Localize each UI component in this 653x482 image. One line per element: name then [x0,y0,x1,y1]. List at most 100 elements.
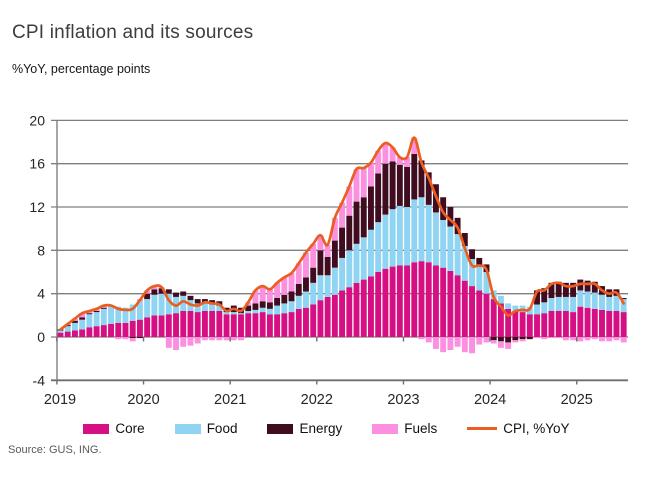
bar-food-2020-03 [158,293,165,316]
bar-fuels-2022-05 [346,186,353,216]
bar-food-2024-11 [562,296,569,312]
bar-food-2021-01 [230,312,237,315]
legend-label-cpi: CPI, %YoY [503,421,570,436]
bar-food-2024-10 [555,296,562,312]
legend-item-fuels: Fuels [372,421,437,436]
bar-food-2022-06 [353,243,360,283]
bar-food-2024-09 [548,298,555,312]
bar-fuels-2020-06 [180,337,187,347]
bar-core-2022-01 [317,300,324,337]
bar-core-2020-08 [194,312,201,337]
bar-food-2019-07 [100,308,107,326]
bar-core-2024-09 [548,311,555,337]
bar-fuels-2022-12 [396,157,403,165]
bar-fuels-2021-01 [230,337,237,341]
bar-food-2020-01 [144,299,151,318]
bar-fuels-2019-04 [79,313,86,318]
bar-energy-2021-07 [274,298,281,306]
bar-core-2022-02 [324,296,331,337]
bar-core-2019-01 [57,332,64,337]
bar-fuels-2022-11 [389,147,396,162]
bar-fuels-2024-07 [534,337,540,339]
svg-text:0: 0 [37,329,45,345]
bar-food-2023-06 [440,220,447,268]
legend-item-core: Core [83,421,145,436]
bar-energy-2024-04 [512,337,519,341]
svg-text:4: 4 [37,286,45,302]
bar-core-2022-07 [360,279,367,337]
bar-food-2021-12 [310,282,317,305]
bar-core-2020-09 [201,311,208,337]
bar-core-2021-08 [281,313,288,337]
bar-fuels-2025-04 [599,337,605,342]
bar-fuels-2025-03 [591,337,598,340]
bar-food-2020-04 [165,293,172,315]
bar-energy-2024-02 [497,337,504,342]
bar-fuels-2023-01 [404,157,411,167]
bar-energy-2022-08 [368,186,374,230]
bar-energy-2024-08 [541,288,548,303]
bar-core-2025-04 [599,309,605,337]
bar-food-2021-09 [288,301,295,313]
bar-energy-2020-03 [158,288,165,294]
bar-energy-2021-12 [310,267,317,283]
bar-food-2023-03 [418,197,425,262]
bar-core-2023-10 [469,286,475,337]
bar-food-2024-03 [505,303,512,309]
cpi-yoy-line [59,136,626,331]
bar-food-2020-12 [223,312,230,315]
svg-text:2021: 2021 [214,392,246,408]
bar-core-2022-05 [346,287,353,337]
bar-food-2025-01 [577,290,584,307]
bar-fuels-2024-08 [541,337,548,340]
legend-item-energy: Energy [267,421,342,436]
bar-fuels-2023-09 [461,337,468,353]
bar-fuels-2020-10 [209,337,216,341]
bar-food-2019-12 [136,301,143,320]
bar-food-2023-09 [461,246,468,281]
svg-text:16: 16 [29,156,45,172]
bar-food-2021-03 [245,311,252,314]
bar-fuels-2020-07 [187,337,194,346]
food-swatch-icon [174,423,201,434]
bar-fuels-2025-07 [620,337,627,343]
bar-energy-2022-09 [375,173,382,223]
svg-text:12: 12 [29,199,45,215]
bar-food-2023-07 [447,226,454,271]
bar-energy-2019-04 [79,317,86,320]
bar-food-2024-07 [534,304,540,315]
bar-energy-2023-02 [411,153,418,200]
bar-core-2022-04 [339,290,346,337]
bar-energy-2020-05 [173,292,179,297]
bar-core-2024-04 [512,311,519,337]
bar-fuels-2023-10 [469,337,475,354]
bar-energy-2021-04 [252,303,259,310]
bar-fuels-2022-07 [360,168,367,198]
bar-core-2021-05 [259,312,266,337]
bar-fuels-2025-02 [584,337,591,341]
chart-subtitle: %YoY, percentage points [12,62,151,76]
bar-energy-2024-09 [548,282,555,299]
bar-core-2023-07 [447,270,454,337]
legend-label-core: Core [115,421,145,436]
bar-core-2023-05 [432,265,439,337]
bar-fuels-2023-11 [476,337,483,345]
bar-core-2021-07 [274,314,281,337]
bar-energy-2024-10 [555,281,562,297]
bar-fuels-2022-01 [317,235,324,251]
bar-food-2022-05 [346,250,353,288]
bar-energy-2020-07 [187,295,194,301]
svg-text:2020: 2020 [127,392,159,408]
bar-food-2025-02 [584,291,591,308]
bar-energy-2023-04 [425,172,432,205]
bar-food-2021-04 [252,309,259,314]
bar-fuels-2024-12 [570,337,577,341]
bar-energy-2021-08 [281,294,288,304]
svg-text:2023: 2023 [387,392,419,408]
bar-core-2019-07 [100,325,107,337]
bar-core-2024-07 [534,314,540,337]
bar-core-2023-04 [425,262,432,337]
bar-core-2022-11 [389,266,396,337]
bar-fuels-2025-05 [606,337,613,342]
